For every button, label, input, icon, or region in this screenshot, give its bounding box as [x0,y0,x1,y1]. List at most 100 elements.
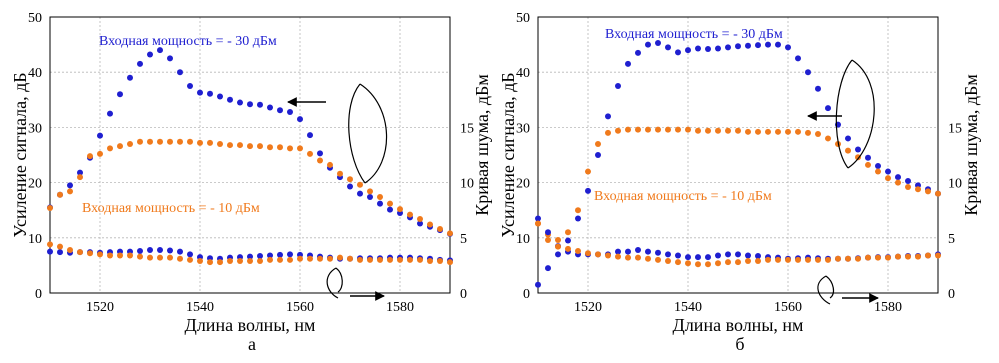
y-left-tick-label: 10 [28,232,42,247]
data-point [765,128,771,135]
data-point [725,251,731,258]
data-point [217,140,223,147]
annotation-input-power-10: Входная мощность = - 10 дБм [82,201,260,216]
data-point [535,220,541,227]
data-point [905,177,911,184]
data-point [825,135,831,142]
y-right-tick-label: 0 [948,287,955,302]
data-point [765,256,771,263]
x-tick-label: 1560 [286,300,314,315]
data-point [107,110,113,117]
data-point [177,255,183,262]
data-point [755,128,761,135]
data-point [67,246,73,253]
data-point [775,256,781,263]
data-point [287,145,293,152]
data-point [77,249,83,256]
chart-panel-2: 1520 1540 1560 1580 0 10 20 30 40 50 0 5 10 15 Длина в… [498,11,981,354]
axis-indicator-arc [847,59,875,169]
data-point [635,254,641,261]
data-point [267,256,273,263]
data-point [715,45,721,52]
data-point [357,190,363,197]
data-point [895,253,901,260]
data-point [367,256,373,263]
series-4 [535,220,941,268]
plot-frame [537,16,939,294]
data-point [875,163,881,170]
y-left-tick-label: 0 [523,287,530,302]
data-point [127,74,133,81]
data-point [187,138,193,145]
data-point [865,161,871,168]
data-point [555,243,561,250]
data-point [357,181,363,188]
data-point [367,188,373,195]
data-point [555,251,561,258]
data-point [915,253,921,260]
data-point [137,138,143,145]
data-point [705,254,711,261]
data-point [665,257,671,264]
data-point [695,45,701,52]
data-point [925,252,931,259]
data-point [197,139,203,146]
data-point [715,252,721,259]
data-point [187,83,193,89]
data-point [257,143,263,150]
data-point [147,246,153,253]
x-axis-label: Длина волны, нм [185,315,316,335]
data-point [157,47,163,54]
y-left-tick-label: 20 [28,177,42,192]
data-point [565,237,571,244]
data-point [97,251,103,258]
data-point [387,206,393,213]
data-point [117,252,123,259]
data-point [845,135,851,142]
y-right-tick-label: 5 [948,232,955,247]
data-point [915,186,921,193]
data-point [407,211,413,218]
data-point [805,129,811,136]
data-point [735,43,741,50]
data-point [745,257,751,264]
panel-caption: б [735,334,744,354]
data-point [725,127,731,134]
data-point [895,179,901,186]
data-point [247,143,253,150]
data-point [87,153,93,160]
data-point [327,255,333,262]
data-point [745,252,751,259]
data-point [715,260,721,267]
data-point [137,60,143,67]
data-point [685,126,691,133]
data-point [267,144,273,151]
data-point [147,51,153,58]
x-axis-label: Длина волны, нм [673,315,804,335]
y-left-tick-label: 30 [28,121,42,136]
data-point [705,127,711,134]
data-point [565,229,571,236]
data-point [835,255,841,262]
data-point [675,252,681,259]
data-point [895,174,901,181]
data-point [207,90,213,97]
y-left-tick-label: 40 [28,66,42,81]
data-point [387,256,393,263]
data-point [825,105,831,112]
data-point [107,252,113,259]
data-point [267,104,273,111]
data-point [257,257,263,264]
data-point [605,252,611,259]
data-point [437,225,443,232]
data-point [595,140,601,147]
data-point [665,44,671,51]
y-left-tick-label: 50 [516,11,530,26]
axis-indicator-arc [817,275,831,305]
data-point [645,255,651,262]
data-point [645,126,651,133]
data-point [695,127,701,134]
data-point [177,138,183,145]
data-point [685,260,691,267]
data-point [197,89,203,96]
